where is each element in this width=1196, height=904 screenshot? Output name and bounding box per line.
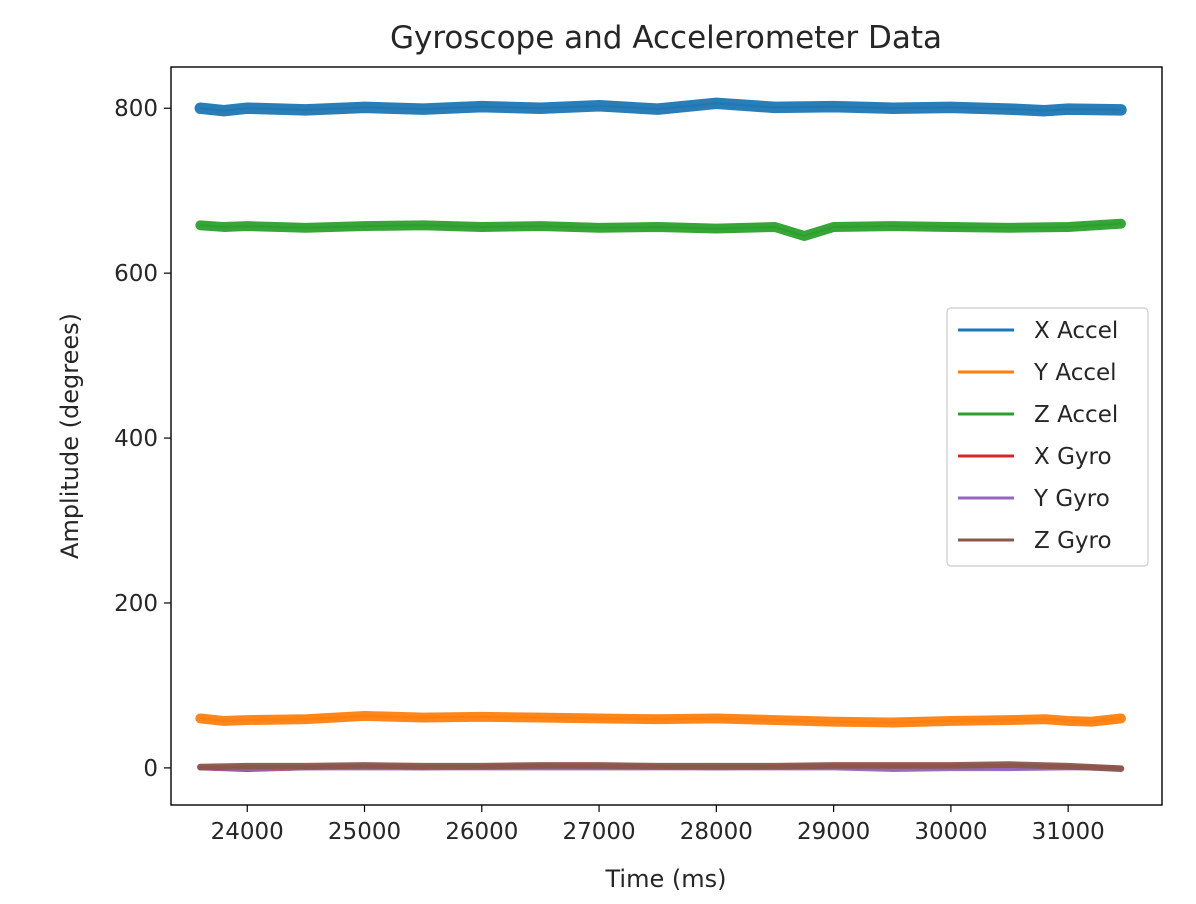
- legend: X Accel Y Accel Z Accel X Gyro Y Gyro Z Gyro: [946, 307, 1149, 567]
- x-axis-ticks: 24000 25000 26000 27000 28000 29000 30000 31000: [211, 805, 1105, 845]
- y-axis-ticks: 0 200 400 600 800: [114, 96, 171, 782]
- x-tick-label: 27000: [562, 819, 635, 845]
- series-line-z-accel: [200, 222, 1122, 238]
- y-tick-label: 200: [114, 591, 158, 617]
- y-tick-label: 400: [114, 426, 158, 452]
- series-line-x-accel: [200, 102, 1122, 112]
- x-axis-label: Time (ms): [605, 865, 727, 893]
- x-tick-label: 30000: [914, 819, 987, 845]
- chart-title: Gyroscope and Accelerometer Data: [390, 20, 942, 56]
- y-tick-label: 0: [143, 756, 158, 782]
- x-tick-label: 25000: [328, 819, 401, 845]
- x-tick-label: 31000: [1032, 819, 1105, 845]
- series-line-z-gyro: [200, 763, 1122, 770]
- legend-label-x-accel: X Accel: [1034, 318, 1118, 344]
- y-tick-label: 800: [114, 96, 158, 122]
- series-band-z-accel: [195, 218, 1126, 241]
- x-tick-label: 29000: [797, 819, 870, 845]
- x-tick-label: 24000: [211, 819, 284, 845]
- series-line-y-accel: [200, 714, 1122, 724]
- axes-frame: [170, 66, 1163, 806]
- y-axis-label: Amplitude (degrees): [56, 313, 84, 559]
- legend-label-x-gyro: X Gyro: [1034, 444, 1112, 470]
- legend-label-y-accel: Y Accel: [1033, 360, 1117, 386]
- x-tick-label: 28000: [680, 819, 753, 845]
- legend-label-z-gyro: Z Gyro: [1034, 528, 1112, 554]
- legend-label-z-accel: Z Accel: [1034, 402, 1118, 428]
- legend-label-y-gyro: Y Gyro: [1033, 486, 1110, 512]
- plot-area: [194, 97, 1127, 772]
- y-tick-label: 600: [114, 261, 158, 287]
- x-tick-label: 26000: [445, 819, 518, 845]
